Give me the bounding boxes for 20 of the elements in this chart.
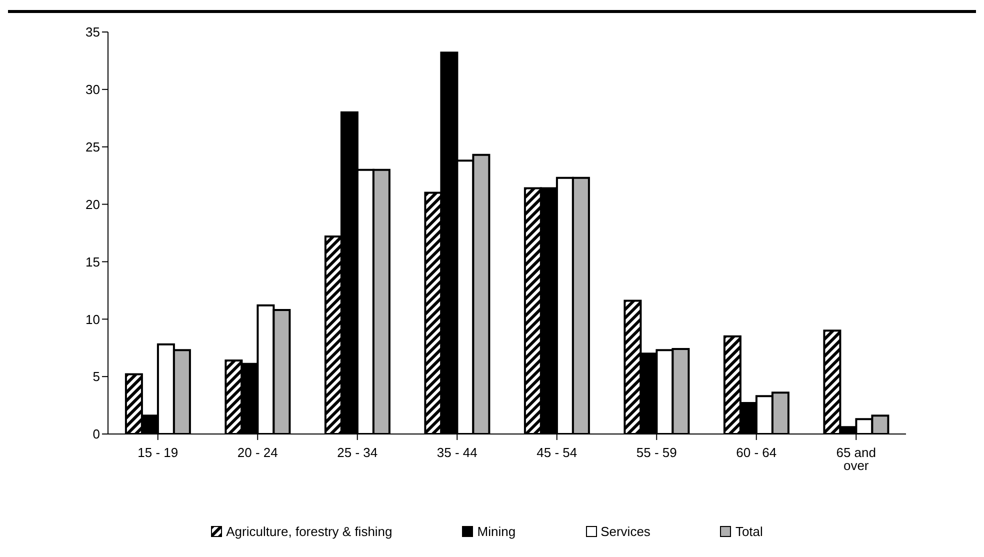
legend-label: Mining: [477, 524, 516, 539]
x-tick-label: 20 - 24: [237, 445, 278, 460]
legend-label: Total: [735, 524, 763, 539]
y-tick-label: 5: [92, 369, 100, 384]
legend-label: Services: [600, 524, 650, 539]
y-tick-label: 30: [86, 82, 100, 98]
y-tick-label: 20: [86, 196, 100, 212]
x-tick-label: 55 - 59: [636, 445, 677, 460]
x-tick-label: 45 - 54: [536, 445, 578, 460]
y-tick-label: 0: [92, 426, 100, 442]
y-tick-label: 25: [86, 139, 100, 154]
legend-label: Agriculture, forestry & fishing: [226, 524, 392, 539]
x-tick-label: 35 - 44: [436, 445, 478, 460]
x-tick-label: 65 and over: [836, 445, 876, 474]
x-tick-label: 60 - 64: [736, 445, 777, 460]
y-tick-label: 15: [86, 254, 100, 270]
y-tick-label: 10: [86, 312, 100, 327]
y-tick-label: 35: [86, 24, 100, 40]
x-tick-label: 15 - 19: [138, 445, 178, 460]
x-tick-label: 25 - 34: [337, 445, 378, 460]
